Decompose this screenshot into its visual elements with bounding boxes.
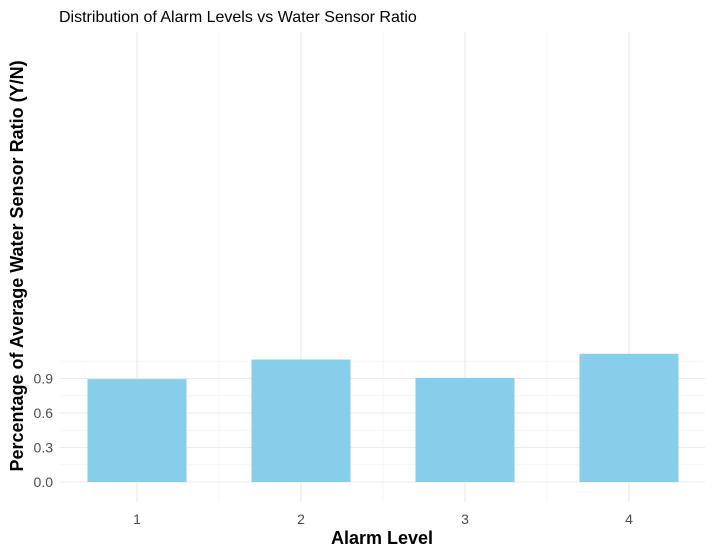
bar-4: [579, 353, 679, 482]
x-tick-label: 3: [461, 511, 469, 527]
x-tick-label: 4: [625, 511, 633, 527]
y-axis-title: Percentage of Average Water Sensor Ratio…: [7, 60, 27, 471]
chart-title: Distribution of Alarm Levels vs Water Se…: [59, 9, 417, 26]
x-axis-title: Alarm Level: [331, 528, 433, 548]
y-tick-label: 0.6: [34, 405, 54, 421]
x-tick-label: 1: [133, 511, 141, 527]
bar-2: [251, 359, 351, 482]
bar-3: [415, 377, 515, 482]
y-tick-label: 0.0: [34, 474, 54, 490]
bar-1: [87, 379, 187, 482]
y-tick-label: 0.3: [34, 440, 54, 456]
x-axis-ticks: 1 2 3 4: [133, 511, 633, 527]
x-tick-label: 2: [297, 511, 305, 527]
y-tick-label: 0.9: [34, 371, 54, 387]
y-axis-ticks: 0.0 0.3 0.6 0.9: [34, 371, 54, 491]
bars: [87, 353, 679, 482]
